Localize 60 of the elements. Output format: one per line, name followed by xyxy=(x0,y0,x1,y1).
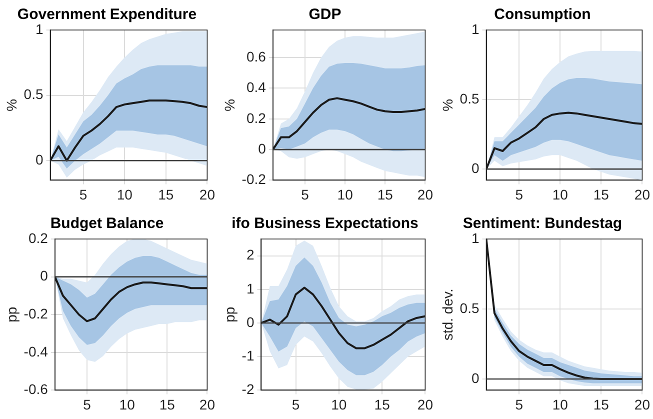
y-tick-label: -0.2 xyxy=(24,305,48,322)
x-tick-label: 20 xyxy=(634,186,650,202)
y-tick-label: 1 xyxy=(471,230,480,246)
x-tick-label: 5 xyxy=(515,396,524,412)
x-tick-label: 20 xyxy=(199,186,216,202)
y-tick-label: 0 xyxy=(471,160,480,176)
y-tick-label: 0.5 xyxy=(460,300,480,316)
y-axis-title: % xyxy=(221,98,238,112)
y-tick-label: 0.5 xyxy=(460,90,480,106)
y-tick-label: 1 xyxy=(35,20,44,37)
x-tick-label: 5 xyxy=(83,396,92,412)
x-tick-label: 5 xyxy=(292,396,300,412)
y-tick-label: 0.4 xyxy=(246,79,266,96)
x-tick-label: 20 xyxy=(417,186,434,202)
x-tick-label: 10 xyxy=(552,186,568,202)
x-tick-label: 15 xyxy=(593,396,610,412)
y-tick-label: -1 xyxy=(242,347,254,364)
y-axis-title: std. dev. xyxy=(439,288,456,341)
x-tick-label: 20 xyxy=(634,396,650,412)
chart-title: Consumption xyxy=(494,6,591,24)
y-tick-label: -2 xyxy=(242,381,254,398)
y-tick-label: 0 xyxy=(35,151,44,168)
x-tick-label: 10 xyxy=(552,396,568,412)
y-tick-label: -0.2 xyxy=(242,171,266,188)
x-tick-label: 20 xyxy=(417,396,434,412)
x-tick-label: 10 xyxy=(331,396,347,412)
x-tick-label: 10 xyxy=(337,186,354,202)
x-tick-label: 5 xyxy=(301,186,310,202)
chart-title: Government Expenditure xyxy=(17,6,197,24)
x-tick-label: 15 xyxy=(158,186,174,202)
x-tick-label: 5 xyxy=(515,186,524,202)
x-tick-label: 15 xyxy=(377,186,394,202)
x-tick-label: 15 xyxy=(593,186,610,202)
y-tick-label: 0.2 xyxy=(28,230,48,246)
y-tick-label: 0 xyxy=(40,268,48,284)
y-tick-label: 0 xyxy=(258,140,266,156)
y-axis-title: pp xyxy=(3,306,20,322)
x-tick-label: 15 xyxy=(159,396,176,412)
y-tick-label: 0 xyxy=(246,314,254,330)
y-tick-label: -0.6 xyxy=(24,381,48,398)
y-axis-title: % xyxy=(439,98,456,112)
y-tick-label: 0.5 xyxy=(24,86,44,102)
y-tick-label: 1 xyxy=(471,20,480,37)
y-tick-label: 1 xyxy=(246,280,254,296)
y-tick-label: 0.6 xyxy=(246,48,266,64)
x-tick-label: 10 xyxy=(116,186,133,202)
y-tick-label: 0.2 xyxy=(246,110,266,126)
y-tick-label: 0 xyxy=(471,370,480,386)
chart-title: ifo Business Expectations xyxy=(232,215,418,232)
x-tick-label: 5 xyxy=(79,186,88,202)
y-axis-title: pp xyxy=(221,306,238,322)
x-tick-label: 15 xyxy=(374,396,390,412)
y-tick-label: 2 xyxy=(246,246,254,263)
y-tick-label: -0.4 xyxy=(24,343,48,360)
y-axis-title: % xyxy=(3,98,20,112)
x-tick-label: 10 xyxy=(119,396,136,412)
chart-title: Budget Balance xyxy=(50,215,164,232)
x-tick-label: 20 xyxy=(199,396,216,412)
chart-title: GDP xyxy=(308,6,342,24)
chart-title: Sentiment: Bundestag xyxy=(462,215,622,232)
